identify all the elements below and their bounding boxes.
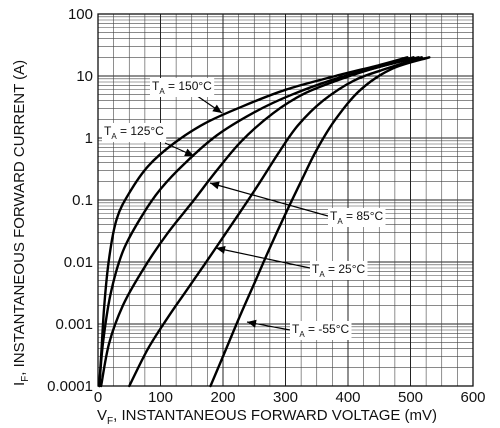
- grid: [97, 13, 474, 387]
- series-line-3: [128, 56, 423, 388]
- x-tick-label: 400: [335, 389, 360, 406]
- arrowhead-icon: [184, 148, 194, 156]
- curves: [98, 56, 431, 388]
- series-line-2: [99, 56, 420, 388]
- series-label-0: TA = 150°C: [152, 79, 212, 96]
- label-background: [102, 123, 167, 142]
- series-annotation-0: TA = 150°C: [150, 78, 223, 114]
- series-annotation-3: TA = 25°C: [215, 245, 368, 280]
- x-tick-label: 0: [94, 389, 102, 406]
- x-tick-label: 200: [210, 389, 235, 406]
- label-background: [310, 261, 368, 280]
- arrowhead-icon: [247, 319, 257, 328]
- y-axis-label: IF, INSTANTANEOUS FORWARD CURRENT (A): [11, 60, 31, 386]
- y-tick-label: 0.1: [72, 192, 93, 209]
- y-tick-label: 10: [76, 68, 93, 85]
- x-axis-label: VF, INSTANTANEOUS FORWARD VOLTAGE (mV): [97, 407, 437, 427]
- arrowhead-icon: [212, 104, 222, 113]
- y-tick-label: 0.0001: [47, 378, 93, 395]
- series-label-4: TA = -55°C: [292, 322, 350, 339]
- label-background: [328, 208, 386, 227]
- series-label-1: TA = 125°C: [104, 124, 164, 141]
- series-annotation-4: TA = -55°C: [246, 319, 352, 340]
- y-tick-label: 0.001: [55, 316, 93, 333]
- x-tick-label: 100: [148, 389, 173, 406]
- series-label-2: TA = 85°C: [330, 209, 384, 226]
- x-tick-label: 500: [398, 389, 423, 406]
- series-annotation-1: TA = 125°C: [102, 123, 195, 157]
- annotations: TA = 150°C TA = 125°C TA = 85°C TA = 25°C TA…: [102, 78, 386, 340]
- leader-line: [215, 247, 311, 269]
- series-annotation-2: TA = 85°C: [209, 181, 386, 227]
- label-background: [290, 321, 352, 340]
- y-tick-label: 1: [85, 130, 93, 147]
- y-tick-label: 0.01: [64, 254, 93, 271]
- label-background: [150, 78, 215, 97]
- series-line-4: [209, 56, 431, 388]
- leader-line: [209, 182, 329, 217]
- x-tick-label: 600: [460, 389, 485, 406]
- tick-labels: 0 100 200 300 400 500 600 0.0001 0.001 0.01 0.1 1 10…: [47, 6, 485, 406]
- series-label-3: TA = 25°C: [312, 262, 366, 279]
- series-line-0: [98, 56, 409, 388]
- y-tick-label: 100: [68, 6, 93, 23]
- arrowhead-icon: [216, 245, 226, 254]
- x-tick-label: 300: [273, 389, 298, 406]
- arrowhead-icon: [210, 181, 220, 190]
- series-line-1: [98, 56, 415, 388]
- plot-frame: [97, 13, 474, 387]
